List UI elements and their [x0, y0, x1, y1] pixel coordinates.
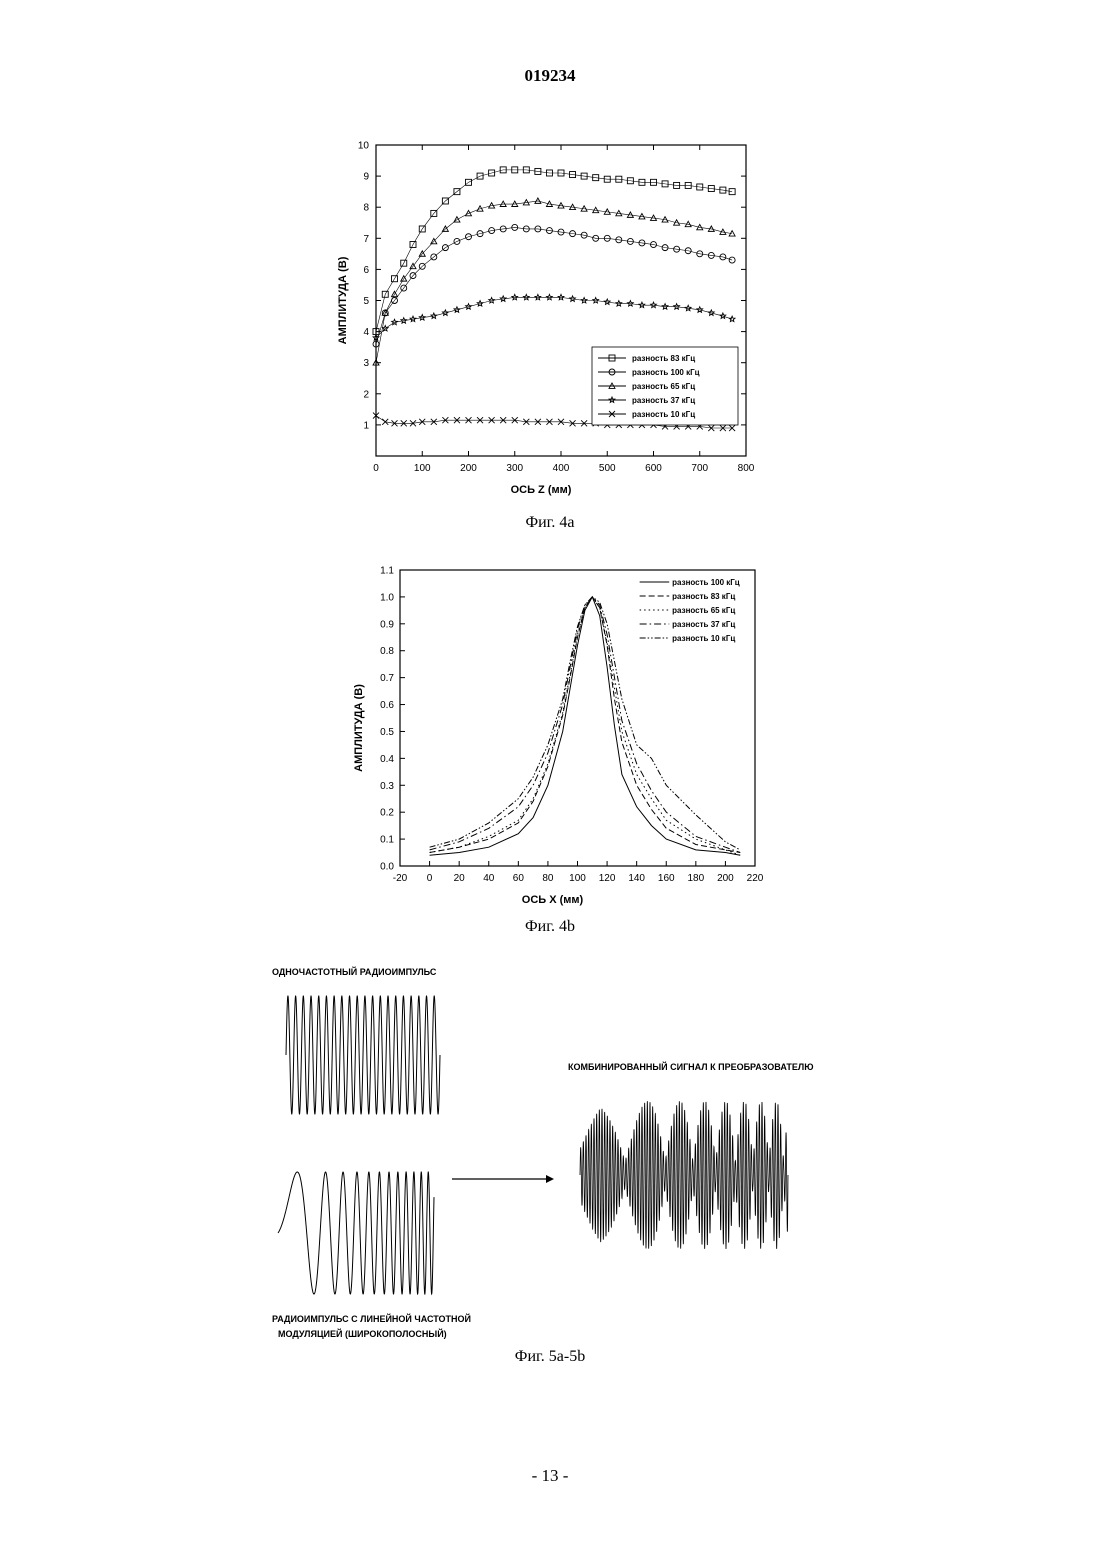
y-tick-label: 0.9 — [380, 619, 394, 630]
combined-trace — [580, 1101, 788, 1249]
y-tick-label: 10 — [358, 141, 370, 152]
y-tick-label: 0.0 — [380, 862, 394, 873]
page-number: - 13 - — [0, 1466, 1100, 1486]
combined-waveform — [578, 1095, 794, 1255]
figure-4b-caption: Фиг. 4b — [0, 918, 1100, 936]
x-tick-label: 0 — [427, 873, 433, 884]
y-tick-label: 0.6 — [380, 700, 394, 711]
legend-label: разность 10 кГц — [672, 634, 735, 643]
x-tick-label: 800 — [738, 463, 755, 474]
y-tick-label: 7 — [363, 234, 369, 245]
x-tick-label: 180 — [687, 873, 704, 884]
x-tick-label: 100 — [569, 873, 586, 884]
y-tick-label: 8 — [363, 203, 369, 214]
y-tick-label: 0.5 — [380, 727, 394, 738]
legend: разность 83 кГц разность 100 кГц разность … — [592, 347, 738, 425]
y-tick-label: 0.8 — [380, 646, 394, 657]
series-line — [376, 297, 732, 337]
legend-label: разность 65 кГц — [672, 606, 735, 615]
single-frequency-waveform — [284, 990, 444, 1120]
series-triangle — [373, 198, 735, 365]
y-tick-label: 3 — [363, 358, 369, 369]
x-tick-label: 700 — [691, 463, 708, 474]
y-tick-label: 5 — [363, 296, 369, 307]
legend-label: разность 10 кГц — [632, 410, 695, 419]
chirp-waveform — [276, 1166, 440, 1300]
y-tick-label: 1.1 — [380, 566, 394, 577]
x-tick-label: 60 — [513, 873, 525, 884]
x-tick-label: 80 — [542, 873, 554, 884]
y-tick-label: 1 — [363, 420, 369, 431]
data-point — [382, 419, 388, 425]
figure-5-caption: Фиг. 5a-5b — [0, 1348, 1100, 1366]
data-point — [729, 257, 735, 263]
x-tick-label: 100 — [414, 463, 431, 474]
y-tick-label: 9 — [363, 172, 369, 183]
single-frequency-trace — [286, 996, 440, 1114]
legend-label: разность 65 кГц — [632, 382, 695, 391]
x-tick-label: 160 — [658, 873, 675, 884]
y-tick-label: 0.3 — [380, 781, 394, 792]
x-tick-label: 400 — [553, 463, 570, 474]
legend-label: разность 100 кГц — [672, 578, 740, 587]
combined-signal-label: КОМБИНИРОВАННЫЙ СИГНАЛ К ПРЕОБРАЗОВАТЕЛЮ — [568, 1059, 813, 1075]
legend-label: разность 100 кГц — [632, 368, 700, 377]
x-tick-label: 500 — [599, 463, 616, 474]
y-tick-label: 0.2 — [380, 808, 394, 819]
arrow-icon — [452, 1172, 556, 1186]
figure-4b-chart: -20 0 20 40 60 80 100 120 140 160 180 200 220 0.0 0.1 0… — [340, 562, 770, 917]
x-tick-label: 40 — [483, 873, 495, 884]
legend-label: разность 83 кГц — [672, 592, 735, 601]
x-tick-label: 20 — [454, 873, 466, 884]
x-tick-label: 0 — [373, 463, 379, 474]
x-axis-label: ОСЬ X (мм) — [522, 894, 584, 906]
chirp-trace — [278, 1172, 434, 1294]
figure-4a-caption: Фиг. 4a — [0, 514, 1100, 532]
chirp-pulse-label-line1: РАДИОИМПУЛЬС С ЛИНЕЙНОЙ ЧАСТОТНОЙ — [272, 1311, 471, 1327]
legend-label: разность 83 кГц — [632, 354, 695, 363]
y-tick-label: 1.0 — [380, 592, 394, 603]
y-tick-label: 0.4 — [380, 754, 394, 765]
series-square — [373, 167, 735, 335]
x-tick-label: 140 — [628, 873, 645, 884]
x-tick-label: 300 — [506, 463, 523, 474]
y-tick-label: 0.7 — [380, 673, 394, 684]
legend: разность 100 кГц разность 83 кГц разность … — [640, 578, 740, 643]
y-tick-label: 2 — [363, 389, 369, 400]
series-circle — [373, 224, 735, 347]
y-tick-label: 0.1 — [380, 835, 394, 846]
x-tick-label: 200 — [717, 873, 734, 884]
single-frequency-pulse-label: ОДНОЧАСТОТНЫЙ РАДИОИМПУЛЬС — [272, 964, 436, 980]
document-number: 019234 — [0, 66, 1100, 86]
legend-label: разность 37 кГц — [632, 396, 695, 405]
x-tick-label: 600 — [645, 463, 662, 474]
series-star — [373, 294, 735, 340]
x-tick-label: 220 — [747, 873, 764, 884]
series-line — [376, 227, 732, 344]
x-tick-label: 200 — [460, 463, 477, 474]
y-axis-label: АМПЛИТУДА (В) — [337, 256, 349, 344]
x-tick-label: -20 — [393, 873, 408, 884]
figure-4a-chart: 0 100 200 300 400 500 600 700 800 1 2 3 4 5 6 7 8 9 10 ОСЬ … — [320, 135, 770, 510]
legend-label: разность 37 кГц — [672, 620, 735, 629]
x-tick-label: 120 — [599, 873, 616, 884]
x-axis-label: ОСЬ Z (мм) — [511, 484, 572, 496]
y-axis-label: АМПЛИТУДА (В) — [353, 684, 365, 772]
y-tick-label: 6 — [363, 265, 369, 276]
chirp-pulse-label-line2: МОДУЛЯЦИЕЙ (ШИРОКОПОЛОСНЫЙ) — [278, 1326, 447, 1342]
y-tick-label: 4 — [363, 327, 369, 338]
